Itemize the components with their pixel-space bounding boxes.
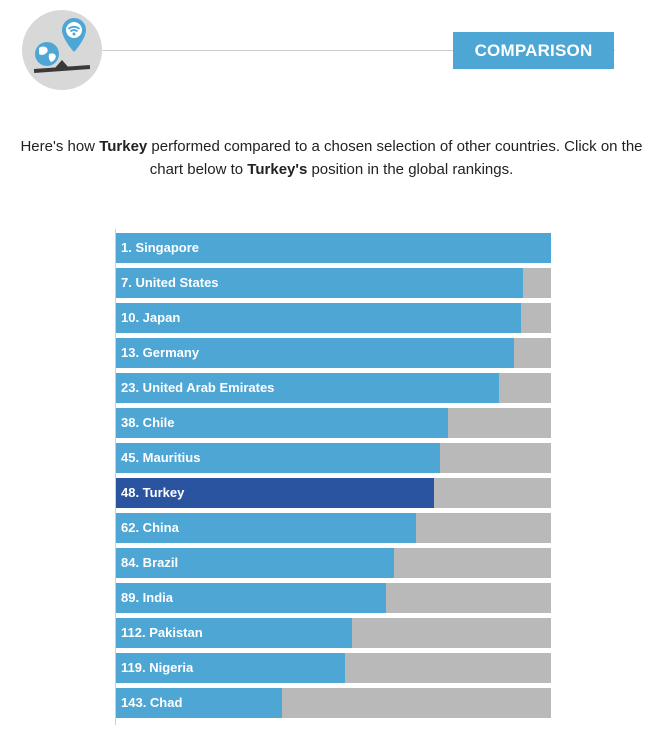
bar-row[interactable]: 45. Mauritius: [116, 443, 551, 473]
bar-row[interactable]: 48. Turkey: [116, 478, 551, 508]
bar[interactable]: [116, 408, 448, 438]
bar[interactable]: [116, 653, 345, 683]
bar-row[interactable]: 112. Pakistan: [116, 618, 551, 648]
intro-part-2: performed compared to a chosen selection…: [147, 138, 643, 178]
bar-row[interactable]: 84. Brazil: [116, 548, 551, 578]
bar[interactable]: [116, 303, 521, 333]
bar-label: 48. Turkey: [121, 485, 185, 500]
bar[interactable]: [116, 618, 353, 648]
bar-row[interactable]: 89. India: [116, 583, 551, 613]
bar-row[interactable]: 7. United States: [116, 268, 551, 298]
bar-label: 13. Germany: [121, 345, 200, 360]
bar-row[interactable]: 143. Chad: [116, 688, 551, 718]
bar-row[interactable]: 13. Germany: [116, 338, 551, 368]
bar[interactable]: [116, 688, 283, 718]
bar[interactable]: [116, 233, 551, 263]
chart-axis-line: [115, 229, 116, 725]
bar-row[interactable]: 62. China: [116, 513, 551, 543]
bar[interactable]: [116, 268, 524, 298]
ranking-bar-chart[interactable]: 1. Singapore 7. United States 10. Japan 13.…: [116, 233, 551, 723]
bar[interactable]: [116, 443, 441, 473]
bar[interactable]: [116, 478, 434, 508]
bar[interactable]: [116, 548, 394, 578]
bar[interactable]: [116, 583, 387, 613]
bar[interactable]: [116, 338, 515, 368]
bar-label: 1. Singapore: [121, 240, 200, 255]
bar-row[interactable]: 1. Singapore: [116, 233, 551, 263]
bar-label: 84. Brazil: [121, 555, 179, 570]
intro-country-possessive: Turkey's: [247, 161, 308, 178]
bar-label: 38. Chile: [121, 415, 175, 430]
bar-label: 89. India: [121, 590, 174, 605]
bar-label: 45. Mauritius: [121, 450, 201, 465]
bar-row[interactable]: 38. Chile: [116, 408, 551, 438]
bar-label: 10. Japan: [121, 310, 181, 325]
intro-part-3: position in the global rankings.: [307, 161, 514, 178]
bar-label: 143. Chad: [121, 695, 183, 710]
intro-text: Here's how Turkey performed compared to …: [20, 135, 643, 181]
globe-wifi-scale-icon: [22, 10, 102, 90]
bar-row[interactable]: 10. Japan: [116, 303, 551, 333]
bar-label: 119. Nigeria: [121, 660, 194, 675]
bar[interactable]: [116, 373, 499, 403]
bar-label: 112. Pakistan: [121, 625, 203, 640]
bar-row[interactable]: 23. United Arab Emirates: [116, 373, 551, 403]
comparison-badge: COMPARISON: [453, 32, 614, 69]
bar[interactable]: [116, 513, 416, 543]
intro-country: Turkey: [99, 138, 148, 155]
header-divider: [102, 50, 615, 51]
bar-label: 7. United States: [121, 275, 219, 290]
bar-row[interactable]: 119. Nigeria: [116, 653, 551, 683]
bar-label: 62. China: [121, 520, 179, 535]
intro-part-1: Here's how: [20, 138, 100, 155]
bar-label: 23. United Arab Emirates: [121, 380, 275, 395]
